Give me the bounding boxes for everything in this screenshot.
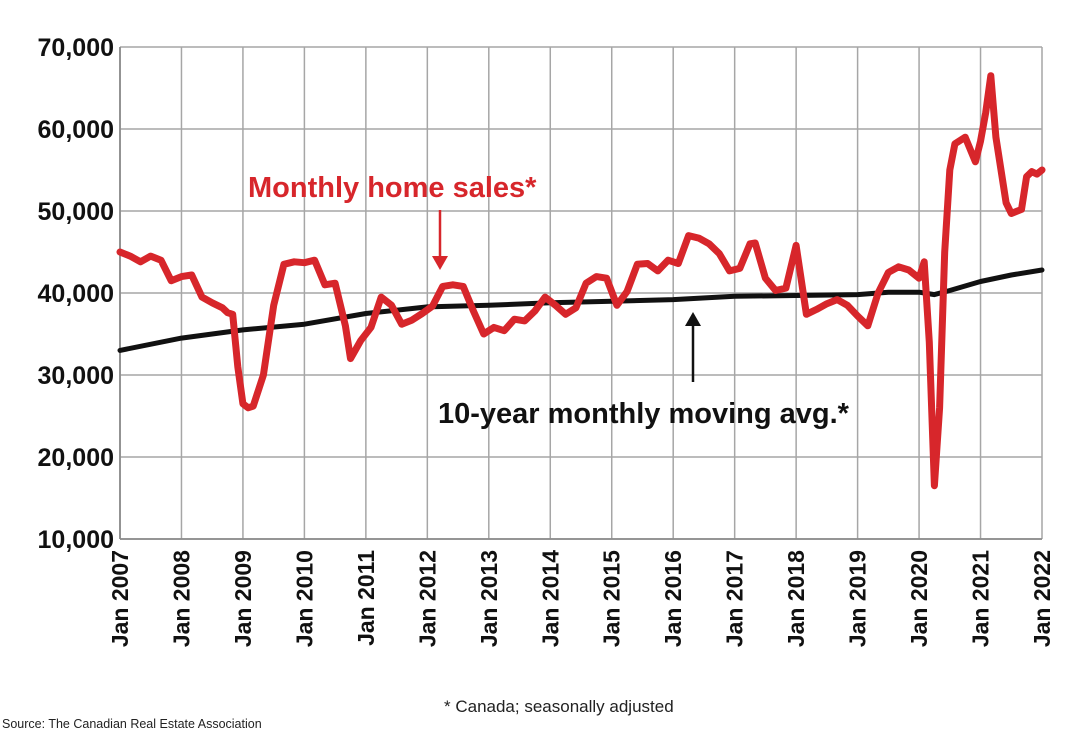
x-tick-label: Jan 2007 <box>107 550 133 647</box>
sales-annotation: Monthly home sales* <box>248 172 537 204</box>
y-tick-label: 60,000 <box>38 116 114 144</box>
x-tick-label: Jan 2016 <box>660 550 686 647</box>
y-tick-label: 70,000 <box>38 34 114 62</box>
y-tick-label: 10,000 <box>38 526 114 554</box>
x-tick-label: Jan 2021 <box>968 550 994 647</box>
x-tick-label: Jan 2014 <box>537 550 563 647</box>
x-tick-label: Jan 2017 <box>722 550 748 647</box>
x-tick-label: Jan 2010 <box>291 550 317 647</box>
x-tick-label: Jan 2020 <box>906 550 932 647</box>
y-tick-label: 30,000 <box>38 362 114 390</box>
x-tick-label: Jan 2013 <box>476 550 502 647</box>
grid <box>119 46 1043 540</box>
x-tick-label: Jan 2009 <box>230 550 256 647</box>
x-tick-label: Jan 2015 <box>599 550 625 647</box>
footnote: * Canada; seasonally adjusted <box>444 697 674 716</box>
series-lines <box>116 72 1046 490</box>
x-tick-label: Jan 2012 <box>414 550 440 647</box>
source-note: Source: The Canadian Real Estate Associa… <box>2 717 262 731</box>
y-axis-ticks: 10,000 20,000 30,000 40,000 50,000 60,000 70,0… <box>38 34 114 554</box>
monthly-sales-line <box>116 72 1046 490</box>
avg-annotation: 10-year monthly moving avg.* <box>438 398 850 430</box>
annotations: Monthly home sales* 10-year monthly movi… <box>248 172 850 430</box>
x-tick-label: Jan 2019 <box>845 550 871 647</box>
avg-arrowhead <box>685 312 701 326</box>
x-axis-ticks: Jan 2007 Jan 2008 Jan 2009 Jan 2010 Jan 2011… <box>107 550 1055 647</box>
x-tick-label: Jan 2022 <box>1029 550 1055 647</box>
sales-arrowhead <box>432 256 448 270</box>
x-tick-label: Jan 2018 <box>783 550 809 647</box>
y-tick-label: 40,000 <box>38 280 114 308</box>
x-tick-label: Jan 2008 <box>168 550 194 647</box>
y-tick-label: 20,000 <box>38 444 114 472</box>
x-tick-label: Jan 2011 <box>353 550 379 646</box>
y-tick-label: 50,000 <box>38 198 114 226</box>
moving-average-line <box>117 267 1045 353</box>
